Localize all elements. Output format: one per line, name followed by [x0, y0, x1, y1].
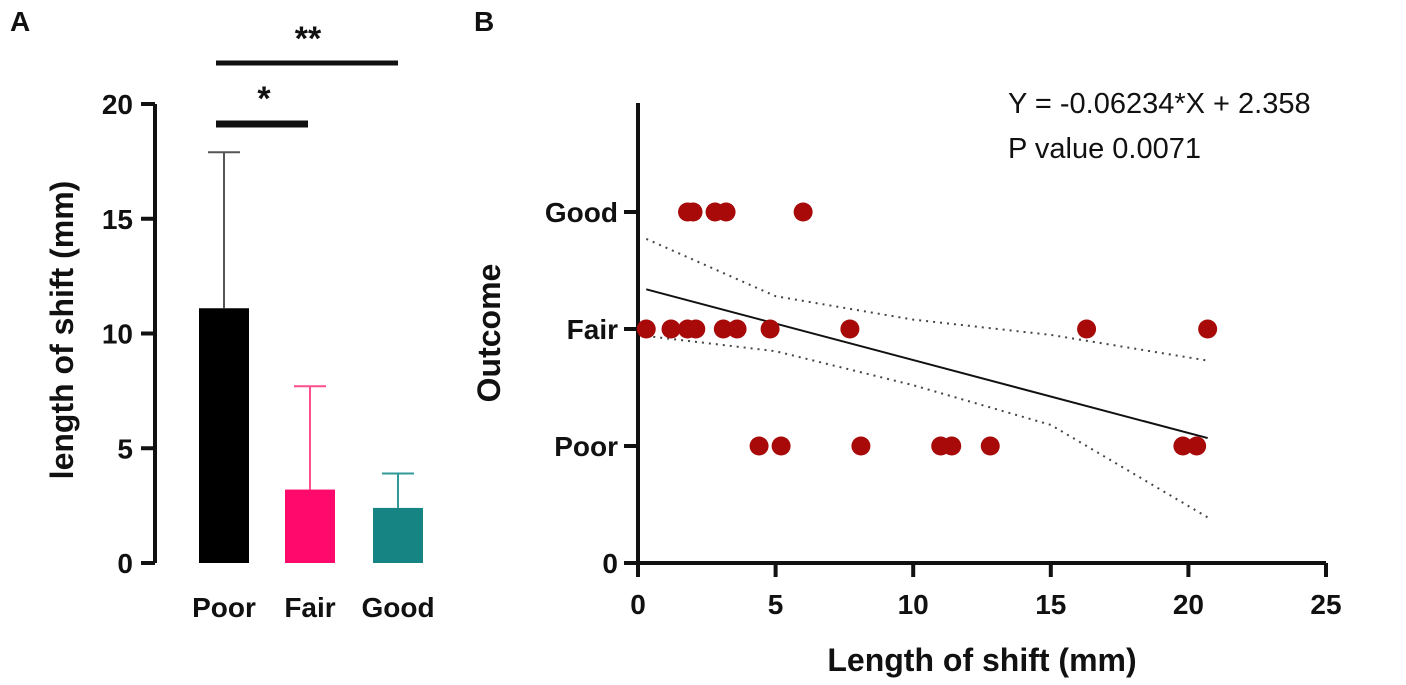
y-axis-tick-labels: 0 Poor Fair Good	[545, 197, 618, 579]
y-tick-label-0: 0	[117, 548, 133, 579]
x-tick-label-20: 20	[1173, 589, 1204, 620]
y-tick-label-good: Good	[545, 197, 618, 228]
x-axis-tick-labels: 0 5 10 15 20 25	[630, 589, 1341, 620]
data-point	[683, 202, 703, 222]
y-tick-label-5: 5	[117, 433, 133, 464]
x-tick-label-0: 0	[630, 589, 646, 620]
bar-good	[373, 507, 423, 563]
y-tick-label-15: 15	[102, 204, 133, 235]
x-tick-label-25: 25	[1310, 589, 1341, 620]
data-point	[760, 319, 780, 339]
p-value-annotation: P value 0.0071	[1008, 133, 1201, 165]
data-point	[980, 436, 1000, 456]
y-axis-tick-labels: 0 5 10 15 20	[102, 89, 133, 579]
panel-label-b: B	[474, 6, 494, 37]
x-tick-label-15: 15	[1035, 589, 1066, 620]
data-point	[771, 436, 791, 456]
x-tick-label-10: 10	[898, 589, 929, 620]
regression-equation: Y = -0.06234*X + 2.358	[1008, 88, 1311, 120]
data-point	[1198, 319, 1218, 339]
x-tick-label-5: 5	[768, 589, 784, 620]
data-point	[713, 319, 733, 339]
data-point	[716, 202, 736, 222]
x-axis-title: Length of shift (mm)	[827, 642, 1136, 678]
y-tick-label-poor: Poor	[554, 431, 618, 462]
x-tick-label-fair: Fair	[284, 592, 335, 623]
significance-star-poor-fair: *	[257, 80, 271, 118]
data-point	[840, 319, 860, 339]
data-point	[1077, 319, 1097, 339]
y-axis-ticks	[141, 102, 155, 565]
data-point	[1187, 436, 1207, 456]
error-bar-group	[208, 151, 414, 508]
y-axis-title: length of shift (mm)	[44, 181, 80, 480]
data-point	[793, 202, 813, 222]
x-axis-ticks	[636, 563, 1328, 577]
data-point	[1173, 436, 1193, 456]
y-tick-label-20: 20	[102, 89, 133, 120]
panel-label-a: A	[10, 6, 30, 37]
x-tick-label-poor: Poor	[192, 592, 256, 623]
y-tick-label-0: 0	[602, 548, 618, 579]
bar-fair	[285, 489, 335, 563]
data-point	[686, 319, 706, 339]
bar-poor	[199, 308, 249, 563]
y-axis-title: Outcome	[471, 264, 507, 403]
regression-line	[645, 288, 1208, 440]
data-point	[661, 319, 681, 339]
bar-group	[199, 308, 423, 563]
data-point	[749, 436, 769, 456]
confidence-band-upper	[645, 237, 1208, 362]
significance-star-poor-good: **	[295, 20, 322, 58]
data-point	[851, 436, 871, 456]
y-tick-label-fair: Fair	[567, 314, 618, 345]
y-tick-label-10: 10	[102, 319, 133, 350]
data-point	[942, 436, 962, 456]
y-axis-ticks	[624, 210, 638, 565]
scatter-chart: 0 5 10 15 20 25 0 Poor Fair Good Length of shift…	[471, 88, 1342, 678]
x-tick-label-good: Good	[361, 592, 434, 623]
data-point	[727, 319, 747, 339]
data-point	[636, 319, 656, 339]
scatter-points	[636, 202, 1218, 456]
